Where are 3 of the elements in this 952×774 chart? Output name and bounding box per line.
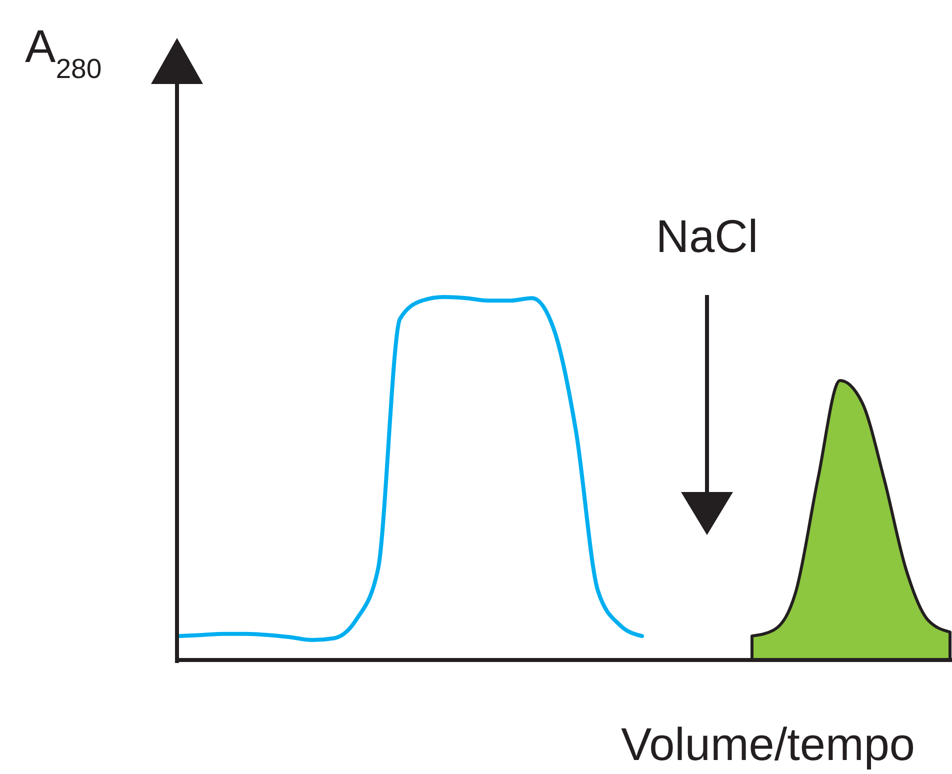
- text: NaCl: [656, 210, 758, 262]
- y-axis-title: A$_{280}$: [25, 20, 102, 84]
- x-axis-title: Volume/tempo: [620, 718, 915, 770]
